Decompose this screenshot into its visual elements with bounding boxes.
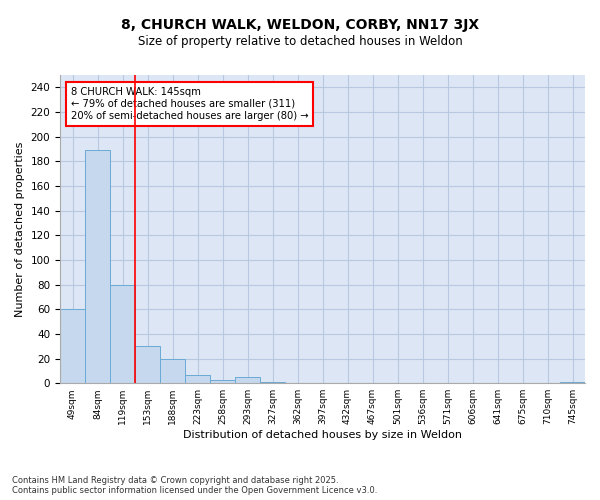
Y-axis label: Number of detached properties: Number of detached properties [15, 142, 25, 317]
Bar [110, 284, 135, 383]
Text: Contains HM Land Registry data © Crown copyright and database right 2025.: Contains HM Land Registry data © Crown c… [12, 476, 338, 485]
Bar [560, 382, 585, 383]
Text: Size of property relative to detached houses in Weldon: Size of property relative to detached ho… [137, 35, 463, 48]
Bar [85, 150, 110, 383]
Bar [60, 309, 85, 383]
Text: 8 CHURCH WALK: 145sqm
← 79% of detached houses are smaller (311)
20% of semi-det: 8 CHURCH WALK: 145sqm ← 79% of detached … [71, 88, 308, 120]
Text: Contains public sector information licensed under the Open Government Licence v3: Contains public sector information licen… [12, 486, 377, 495]
X-axis label: Distribution of detached houses by size in Weldon: Distribution of detached houses by size … [183, 430, 462, 440]
Bar [135, 346, 160, 383]
Text: 8, CHURCH WALK, WELDON, CORBY, NN17 3JX: 8, CHURCH WALK, WELDON, CORBY, NN17 3JX [121, 18, 479, 32]
Bar [210, 380, 235, 383]
Bar [235, 377, 260, 383]
Bar [160, 358, 185, 383]
Bar [260, 382, 285, 383]
Bar [185, 374, 210, 383]
